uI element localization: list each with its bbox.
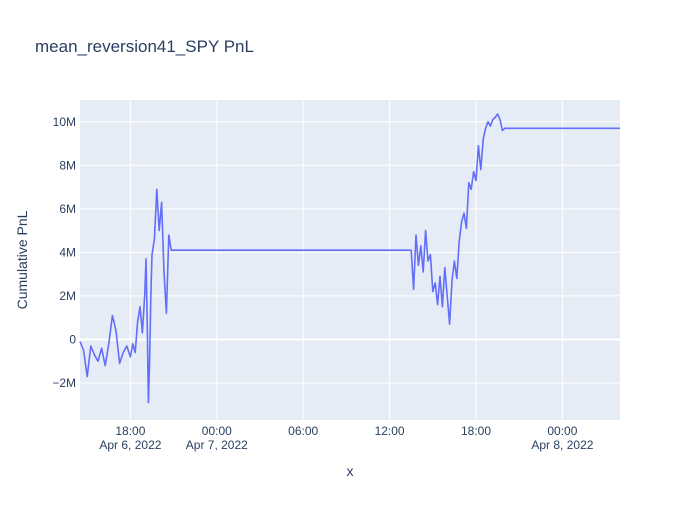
chart-title: mean_reversion41_SPY PnL	[35, 37, 254, 56]
y-tick-label: 0	[69, 332, 76, 346]
x-tick-date-label: Apr 7, 2022	[186, 438, 248, 452]
y-tick-label: 4M	[59, 245, 76, 259]
y-tick-label: −2M	[52, 376, 76, 390]
x-tick-date-label: Apr 8, 2022	[531, 438, 593, 452]
x-tick-label: 00:00	[202, 424, 232, 438]
x-axis-title: x	[347, 463, 354, 479]
plot-area	[80, 100, 620, 420]
y-axis-title: Cumulative PnL	[14, 210, 30, 309]
x-tick-date-label: Apr 6, 2022	[99, 438, 161, 452]
x-tick-label: 18:00	[115, 424, 145, 438]
y-tick-label: 6M	[59, 202, 76, 216]
y-tick-label: 8M	[59, 158, 76, 172]
x-tick-label: 06:00	[288, 424, 318, 438]
y-tick-labels: −2M 0 2M 4M 6M 8M 10M	[52, 115, 76, 390]
y-tick-label: 10M	[53, 115, 76, 129]
x-tick-label: 00:00	[547, 424, 577, 438]
x-tick-label: 18:00	[461, 424, 491, 438]
x-tick-label: 12:00	[375, 424, 405, 438]
y-tick-label: 2M	[59, 289, 76, 303]
